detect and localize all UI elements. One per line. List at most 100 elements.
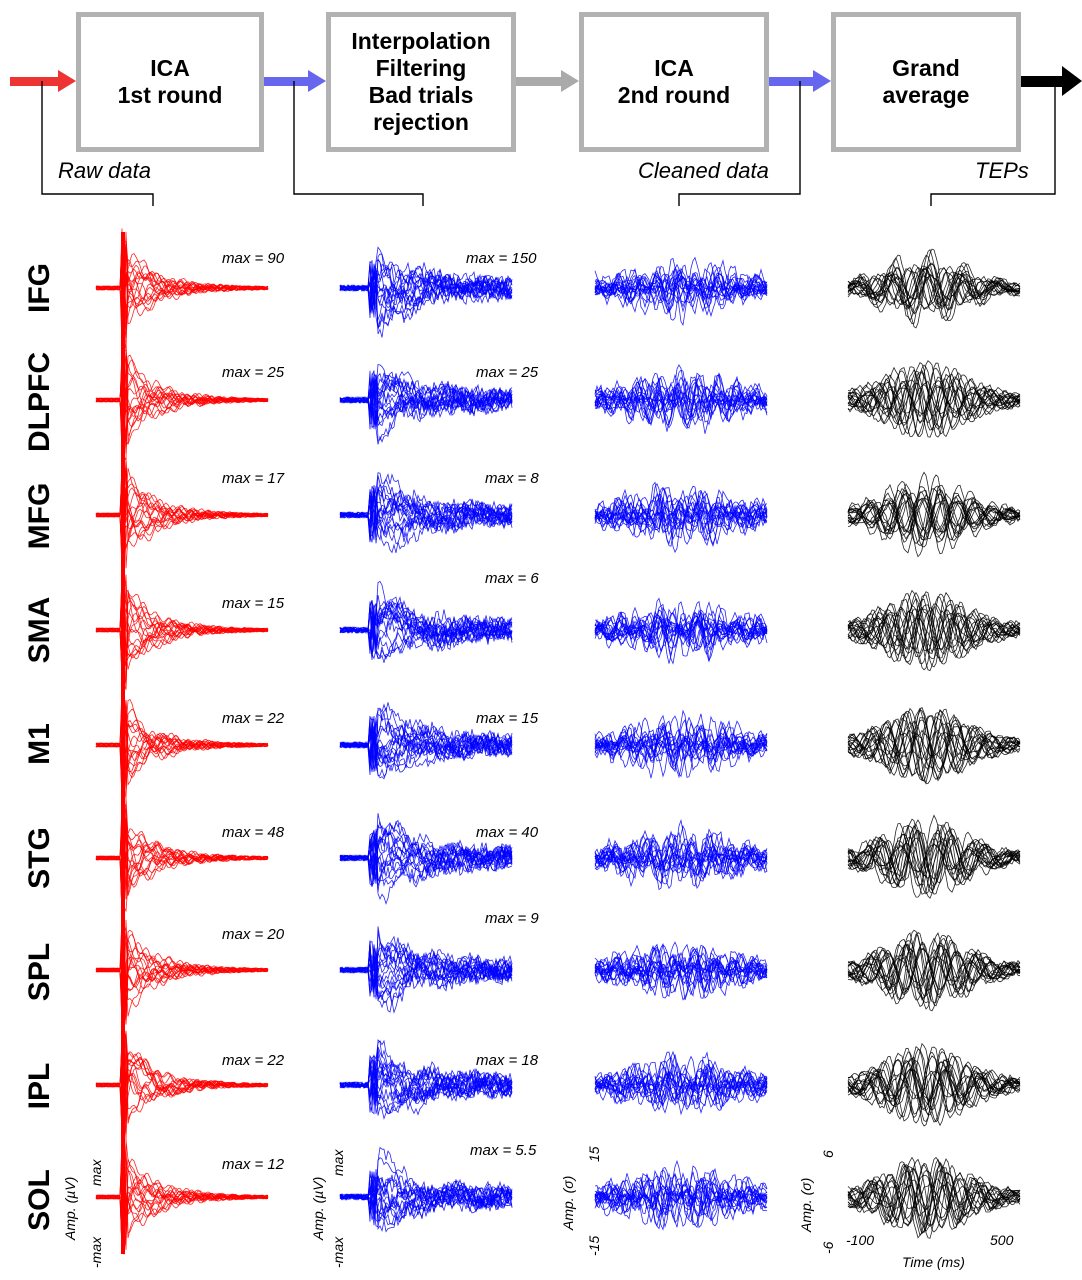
cleaned-trace <box>594 609 768 651</box>
cleaned-trace <box>594 951 768 990</box>
cleaned-trace <box>594 1051 768 1112</box>
filtered-trace <box>339 497 513 532</box>
filtered-trace <box>339 832 513 886</box>
teps-trace <box>847 730 1021 762</box>
raw-min-tick: -max <box>88 1236 104 1268</box>
arrow-ica1-to-filter-head <box>308 70 326 92</box>
raw-max-label: max = 25 <box>222 364 285 381</box>
cleaned-trace <box>594 945 768 997</box>
teps-bracket <box>930 81 1056 206</box>
cleaned-trace <box>594 618 768 646</box>
raw-max-label: max = 90 <box>222 250 285 267</box>
box-line: average <box>882 82 970 108</box>
teps-trace <box>847 265 1021 310</box>
cleaned-trace <box>594 1066 768 1107</box>
teps-trace <box>847 488 1021 545</box>
box-line: ICA <box>150 55 190 81</box>
raw-max-tick: max <box>88 1159 104 1186</box>
raw-stimulus-artifact <box>121 232 125 1254</box>
filtered-trace-panel <box>339 813 513 905</box>
teps-trace <box>847 715 1021 777</box>
filtered-max-label: max = 9 <box>485 910 539 927</box>
teps-trace <box>847 707 1021 781</box>
filtered-amp-axis-label: Amp. (µV) <box>310 1176 326 1240</box>
filtered-max-label: max = 6 <box>485 570 539 587</box>
cleaned-trace <box>594 1166 768 1228</box>
cleaned-max-tick: 15 <box>586 1146 602 1162</box>
filtered-trace-panel <box>339 246 513 338</box>
cleaned-trace <box>594 373 768 430</box>
teps-trace-panel <box>847 589 1021 672</box>
box-line: 2nd round <box>617 82 731 108</box>
teps-trace <box>847 942 1021 1001</box>
cleaned-trace <box>594 1177 768 1217</box>
cleaned-trace <box>594 502 768 530</box>
cleaned-trace <box>594 256 768 327</box>
cleaned-trace-panel <box>594 1159 768 1231</box>
raw-max-label: max = 22 <box>222 1052 285 1069</box>
filtered-max-label: max = 25 <box>476 364 539 381</box>
cleaned-trace-panel <box>594 709 768 779</box>
filtered-trace <box>339 383 513 424</box>
raw-data-bracket <box>41 81 154 206</box>
cleaned-trace-panel <box>594 481 768 554</box>
cleaned-trace-panel <box>594 256 768 327</box>
teps-trace <box>847 709 1021 782</box>
teps-trace <box>847 361 1021 438</box>
teps-trace <box>847 471 1021 555</box>
cleaned-trace-panel <box>594 941 768 1001</box>
teps-trace <box>847 1156 1021 1239</box>
filtered-max-label: max = 8 <box>485 470 539 487</box>
teps-trace <box>847 483 1021 548</box>
arrow-ica2-to-average-head <box>813 70 831 92</box>
row-label-sol: SOL <box>23 1169 56 1231</box>
teps-trace <box>847 832 1021 887</box>
filtered-trace <box>339 491 513 540</box>
teps-trace <box>847 1158 1021 1237</box>
teps-trace <box>847 248 1021 329</box>
teps-trace <box>847 378 1021 424</box>
teps-trace <box>847 380 1021 419</box>
tep-amp-axis-label: Amp. (σ) <box>798 1177 814 1232</box>
box-line: Filtering <box>375 55 467 81</box>
cleaned-trace <box>594 272 768 313</box>
cleaned-trace <box>594 273 768 304</box>
teps-trace <box>847 1167 1021 1226</box>
cleaned-trace <box>594 486 768 545</box>
cleaned-trace <box>594 954 768 984</box>
filtered-trace-panel <box>339 472 513 554</box>
teps-trace-panel <box>847 706 1021 785</box>
filtered-trace <box>339 952 513 998</box>
box-line: 1st round <box>117 82 223 108</box>
teps-trace <box>847 1060 1021 1110</box>
filtered-trace-panel <box>339 702 513 780</box>
arrow-ica2-to-average-shaft <box>767 77 815 86</box>
teps-trace-panel <box>847 471 1021 558</box>
grand-average-box: Grand average <box>831 12 1021 152</box>
cleaned-trace <box>594 734 768 759</box>
cleaned-trace <box>594 844 768 869</box>
input-arrow-shaft <box>10 77 60 86</box>
cleaned-trace-panel <box>594 364 768 434</box>
filtered-trace-panel <box>339 1039 513 1120</box>
interpolation-filtering-box: Interpolation Filtering Bad trials rejectio… <box>326 12 516 152</box>
teps-trace <box>847 948 1021 990</box>
filtered-trace <box>339 716 513 766</box>
cleaned-trace <box>594 611 768 652</box>
teps-trace <box>847 929 1021 1012</box>
teps-trace <box>847 948 1021 993</box>
teps-trace <box>847 943 1021 997</box>
box-line: ICA <box>654 55 694 81</box>
cleaned-amp-axis-label: Amp. (σ) <box>560 1175 576 1230</box>
trace-panels <box>95 228 1021 1255</box>
teps-label: TEPs <box>975 158 1029 183</box>
cleaned-trace <box>594 723 768 763</box>
arrow-filter-to-ica2-shaft <box>515 77 563 86</box>
arrow-filter-to-ica2-head <box>561 70 579 92</box>
teps-trace <box>847 598 1021 659</box>
cleaned-trace-panel <box>594 818 768 891</box>
box-line: rejection <box>373 109 469 135</box>
cleaned-trace <box>594 616 768 646</box>
raw-data-label: Raw data <box>58 158 151 183</box>
filtered-trace-panel <box>339 580 513 663</box>
